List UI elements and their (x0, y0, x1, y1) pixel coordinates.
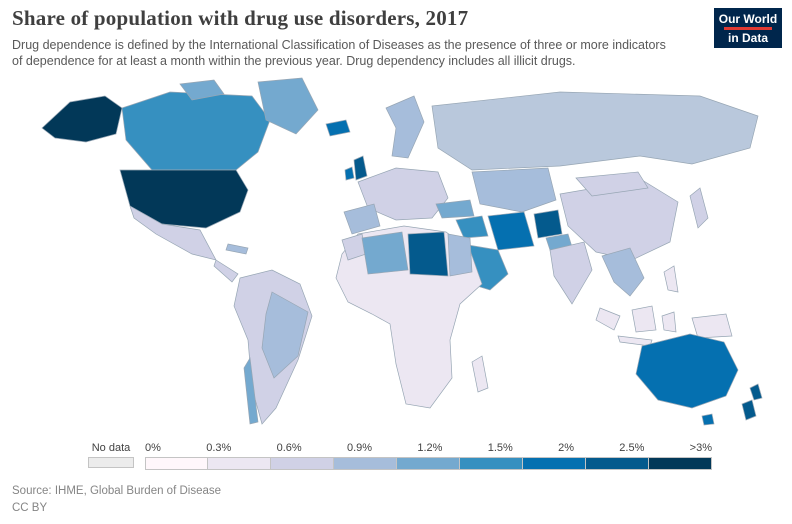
legend-color-swatch[interactable] (208, 457, 271, 470)
chart-subtitle: Drug dependence is defined by the Intern… (12, 37, 702, 69)
region-mongolia[interactable] (575, 171, 649, 197)
region-russia[interactable] (431, 91, 759, 171)
legend-color-swatch[interactable] (460, 457, 523, 470)
region-new-guinea[interactable] (691, 313, 733, 339)
region-sulawesi[interactable] (661, 311, 677, 333)
legend-color-swatch[interactable] (586, 457, 649, 470)
owid-logo-line2: in Data (727, 30, 768, 45)
region-new-zealand-north[interactable] (749, 383, 763, 401)
page-title: Share of population with drug use disord… (12, 6, 469, 30)
legend-tick-label: >3% (689, 442, 712, 454)
owid-logo-line1: Our World (718, 11, 778, 26)
region-canadian-arctic-islands[interactable] (179, 79, 225, 101)
region-india[interactable] (549, 241, 593, 305)
owid-logo[interactable]: Our World in Data (714, 8, 782, 48)
region-mexico[interactable] (129, 205, 217, 261)
region-scandinavia[interactable] (385, 95, 425, 159)
legend-color-swatch[interactable] (145, 457, 208, 470)
region-alaska[interactable] (41, 95, 123, 143)
legend-color-swatch[interactable] (271, 457, 334, 470)
region-iran[interactable] (487, 211, 535, 251)
region-chile[interactable] (243, 356, 259, 425)
legend-tick-label: 0% (145, 442, 161, 454)
region-indochina[interactable] (601, 247, 645, 297)
region-japan[interactable] (689, 187, 709, 229)
region-new-zealand-south[interactable] (741, 399, 757, 421)
region-madagascar[interactable] (471, 355, 489, 393)
region-algeria[interactable] (361, 231, 409, 275)
legend-tick-label: 1.2% (417, 442, 443, 454)
legend-no-data-swatch[interactable] (88, 457, 134, 468)
region-iceland[interactable] (325, 119, 351, 137)
legend-color-swatch[interactable] (397, 457, 460, 470)
owid-logo-stripe (724, 26, 772, 30)
legend-color-swatch[interactable] (334, 457, 397, 470)
legend-tick-label: 1.5% (487, 442, 513, 454)
region-iberia[interactable] (343, 203, 381, 235)
legend-tick-label: 2.5% (619, 442, 645, 454)
region-australia[interactable] (635, 333, 739, 409)
legend-no-data: No data (88, 442, 134, 468)
footer: Source: IHME, Global Burden of Disease C… (12, 483, 221, 516)
legend-color-bar (145, 457, 712, 470)
region-kazakhstan[interactable] (471, 167, 557, 213)
region-united-kingdom[interactable] (353, 155, 368, 181)
source-line: Source: IHME, Global Burden of Disease (12, 485, 222, 497)
region-tasmania[interactable] (701, 413, 715, 426)
region-ireland[interactable] (344, 166, 355, 181)
region-central-america[interactable] (213, 259, 239, 283)
license-label[interactable]: CC BY (12, 501, 48, 514)
region-china[interactable] (559, 179, 679, 261)
region-borneo[interactable] (631, 305, 657, 333)
legend-color-scale: 0% 0.3% 0.6% 0.9% 1.2% 1.5% 2% 2.5% >3% (145, 442, 712, 470)
world-map (0, 76, 792, 440)
region-caribbean[interactable] (225, 243, 249, 255)
chart-subtitle-line2: of dependence for at least a month withi… (12, 54, 576, 68)
legend-tick-label: 0.9% (346, 442, 373, 454)
region-philippines[interactable] (663, 265, 679, 293)
legend-color-swatch[interactable] (523, 457, 586, 470)
region-iraq-levant[interactable] (455, 215, 489, 239)
region-canada[interactable] (121, 91, 271, 171)
region-egypt[interactable] (447, 233, 473, 277)
region-sumatra[interactable] (595, 307, 621, 331)
legend-tick-label: 0.3% (206, 442, 232, 454)
legend-tick-label: 0.6% (276, 442, 302, 454)
legend-color-swatch[interactable] (649, 457, 712, 470)
region-turkey[interactable] (435, 199, 475, 219)
region-greenland[interactable] (257, 77, 319, 135)
legend-tick-labels: 0% 0.3% 0.6% 0.9% 1.2% 1.5% 2% 2.5% >3% (145, 442, 712, 454)
region-brazil[interactable] (261, 291, 309, 379)
region-libya[interactable] (407, 231, 449, 277)
legend-no-data-label: No data (91, 442, 131, 454)
legend-tick-label: 2% (558, 442, 574, 454)
region-afghanistan[interactable] (533, 209, 563, 239)
chart-subtitle-line1: Drug dependence is defined by the Intern… (12, 38, 666, 52)
